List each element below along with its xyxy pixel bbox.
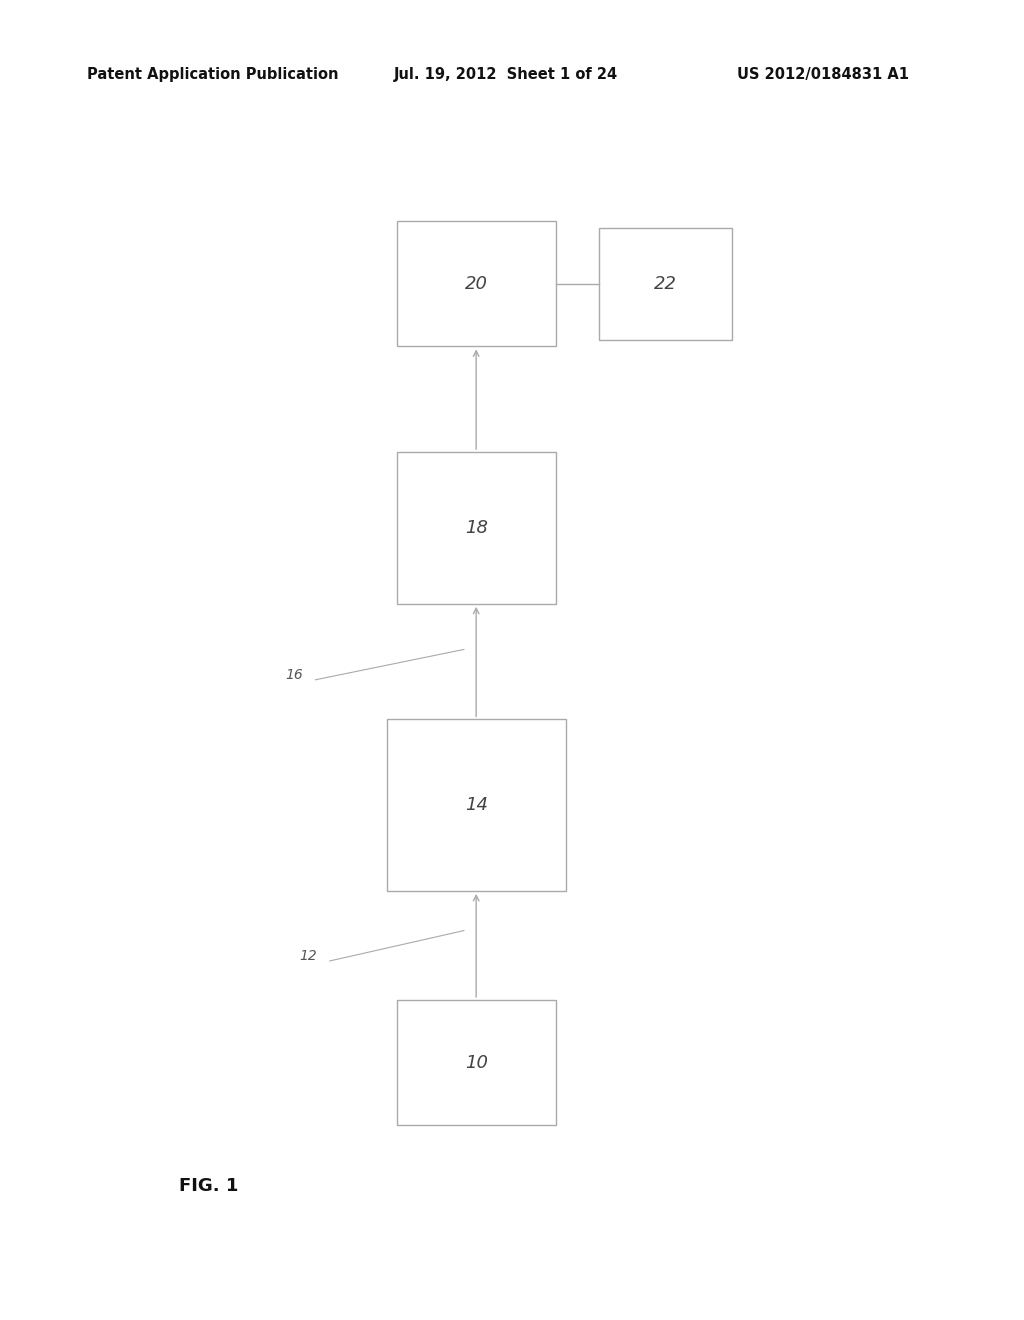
Text: FIG. 1: FIG. 1	[179, 1176, 239, 1195]
Text: 12: 12	[300, 949, 317, 962]
Text: Jul. 19, 2012  Sheet 1 of 24: Jul. 19, 2012 Sheet 1 of 24	[394, 67, 618, 82]
Text: 16: 16	[286, 668, 303, 681]
Bar	[397, 1001, 555, 1125]
Bar	[397, 220, 555, 346]
Bar	[387, 719, 565, 891]
Text: 10: 10	[465, 1053, 487, 1072]
Bar	[397, 451, 555, 605]
Text: 22: 22	[654, 275, 677, 293]
Text: US 2012/0184831 A1: US 2012/0184831 A1	[737, 67, 909, 82]
Text: 20: 20	[465, 275, 487, 293]
Bar	[599, 227, 732, 339]
Text: 14: 14	[465, 796, 487, 814]
Text: Patent Application Publication: Patent Application Publication	[87, 67, 339, 82]
Text: 18: 18	[465, 519, 487, 537]
